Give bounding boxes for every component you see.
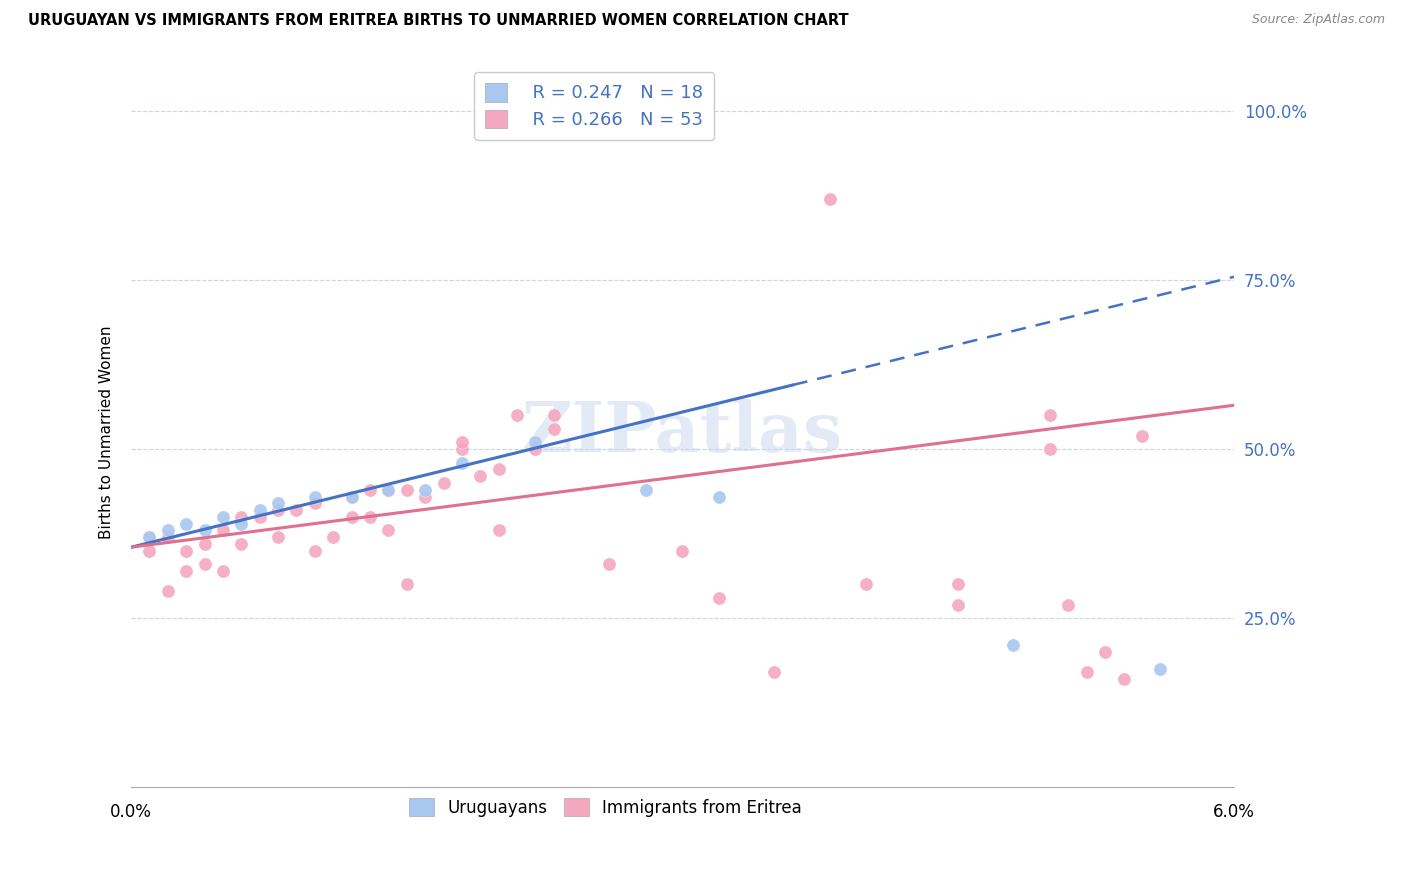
Point [377,483,399,497]
Text: ZIPatlas: ZIPatlas [522,399,844,466]
Text: Source: ZipAtlas.com: Source: ZipAtlas.com [1251,13,1385,27]
Point [340,490,363,504]
Point [231,537,253,551]
Point [359,483,381,497]
Point [193,557,215,571]
Point [174,543,197,558]
Point [432,475,454,490]
Point [524,442,547,457]
Point [267,496,290,510]
Point [524,435,547,450]
Point [212,509,235,524]
Point [451,435,474,450]
Point [267,503,290,517]
Point [193,524,215,538]
Point [212,524,235,538]
Legend: Uruguayans, Immigrants from Eritrea: Uruguayans, Immigrants from Eritrea [401,790,810,825]
Point [212,564,235,578]
Point [340,490,363,504]
Point [193,537,215,551]
Point [634,483,657,497]
Point [709,490,731,504]
Point [488,462,510,476]
Point [249,509,271,524]
Point [1112,672,1135,686]
Point [249,503,271,517]
Point [1002,638,1025,652]
Point [138,530,160,544]
Point [451,456,474,470]
Point [174,516,197,531]
Point [763,665,786,680]
Point [948,598,970,612]
Point [138,530,160,544]
Point [285,503,308,517]
Point [506,409,529,423]
Point [231,509,253,524]
Point [543,409,565,423]
Point [488,524,510,538]
Point [322,530,344,544]
Point [395,577,418,591]
Point [671,543,693,558]
Point [340,509,363,524]
Point [709,591,731,605]
Point [855,577,877,591]
Point [267,530,290,544]
Point [359,509,381,524]
Point [1149,662,1171,676]
Point [598,557,620,571]
Point [377,483,399,497]
Point [948,577,970,591]
Point [413,483,436,497]
Point [304,543,326,558]
Point [395,483,418,497]
Point [1094,645,1116,659]
Point [1039,409,1062,423]
Point [174,564,197,578]
Point [156,584,179,599]
Text: URUGUAYAN VS IMMIGRANTS FROM ERITREA BIRTHS TO UNMARRIED WOMEN CORRELATION CHART: URUGUAYAN VS IMMIGRANTS FROM ERITREA BIR… [28,13,849,29]
Y-axis label: Births to Unmarried Women: Births to Unmarried Women [100,326,114,539]
Point [470,469,492,483]
Point [377,524,399,538]
Point [413,490,436,504]
Point [156,524,179,538]
Point [138,543,160,558]
Point [1076,665,1098,680]
Point [304,490,326,504]
Point [1039,442,1062,457]
Point [818,192,841,206]
Point [543,422,565,436]
Point [451,442,474,457]
Point [1130,428,1153,442]
Point [1057,598,1080,612]
Point [304,496,326,510]
Point [231,516,253,531]
Point [156,530,179,544]
